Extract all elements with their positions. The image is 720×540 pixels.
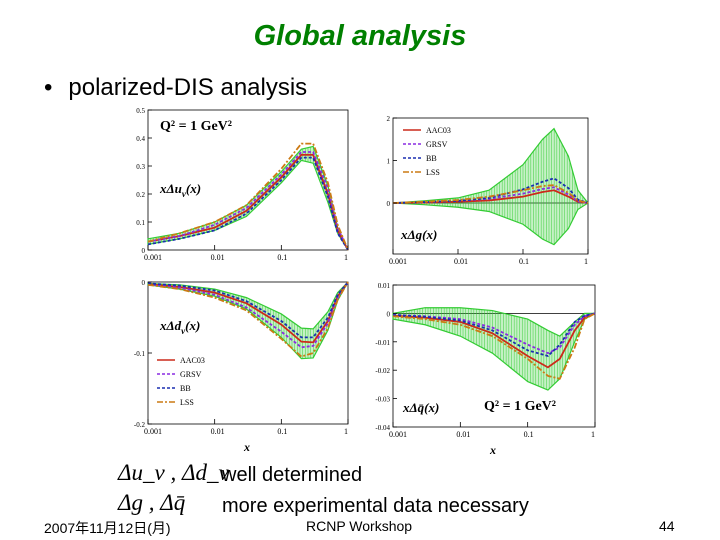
panel-top-left-series-grsv xyxy=(147,151,349,251)
panel-bottom-left-ytick-label: 0 xyxy=(142,279,146,287)
panel-top-right-ytick-label: 2 xyxy=(387,115,391,123)
panel-top-left-series-lss xyxy=(147,142,349,251)
footer-date: 2007年11月12日(月) xyxy=(44,520,171,536)
panel-bottom-left-legend-label-grsv: GRSV xyxy=(180,370,202,379)
formula-block: Δu_v , Δd_v Δg , Δq̄ xyxy=(118,458,229,518)
footer-center: RCNP Workshop xyxy=(306,518,413,534)
panel-bottom-right-ytick-label: -0.04 xyxy=(375,424,390,432)
formula-valence: Δu_v , Δd_v xyxy=(118,460,229,485)
panel-top-left-xtick-label: 0.01 xyxy=(211,253,225,262)
panel-bottom-left-legend-label-aac03: AAC03 xyxy=(180,356,205,365)
panel-top-right-series-bb xyxy=(392,177,589,204)
panel-bottom-left-xtick-label: 1 xyxy=(344,427,348,436)
panel-bottom-left-legend-label-lss: LSS xyxy=(180,398,194,407)
panel-bottom-right-label: xΔq̄(x) xyxy=(402,400,439,415)
panel-top-left-series-bb xyxy=(147,156,349,251)
panel-top-left-ytick-label: 0.2 xyxy=(136,191,145,199)
panel-bottom-right-annotation: Q² = 1 GeV² xyxy=(484,399,556,414)
notes-block: well determined more experimental data n… xyxy=(222,460,529,522)
panel-bottom-left-legend-label-bb: BB xyxy=(180,384,191,393)
panel-bottom-left-series-grsv xyxy=(147,281,349,349)
panel-top-left-ytick-label: 0 xyxy=(142,247,146,255)
panel-bottom-right-series-bb xyxy=(392,312,596,358)
panel-bottom-right-ytick-label: -0.03 xyxy=(375,396,390,404)
panel-top-right-frame xyxy=(392,117,589,255)
panel-top-right-legend-label-aac03: AAC03 xyxy=(426,126,451,135)
panel-bottom-left-ytick-label: -0.1 xyxy=(134,350,146,358)
panel-bottom-right-xtick-label: 0.01 xyxy=(456,430,470,439)
panel-bottom-right-xtick-label: 0.001 xyxy=(389,430,407,439)
panel-top-right-legend-label-lss: LSS xyxy=(426,168,440,177)
note-well-determined: well determined xyxy=(222,464,363,486)
panel-top-right-xtick-label: 1 xyxy=(584,257,588,266)
panel-bottom-right-series-lss xyxy=(392,312,596,380)
panel-top-right-legend-label-grsv: GRSV xyxy=(426,140,448,149)
note-more-data: more experimental data necessary xyxy=(222,495,529,517)
panel-bottom-left-series-lss xyxy=(147,281,349,358)
panel-top-left-xtick-label: 0.1 xyxy=(277,253,287,262)
panel-top-left-ytick-label: 0.4 xyxy=(136,135,145,143)
panel-bottom-left-series-bb xyxy=(147,281,349,339)
panel-top-right-ytick-label: 1 xyxy=(387,158,391,166)
panel-bottom-right-series-aac03 xyxy=(392,312,596,369)
panel-top-right-label: xΔg(x) xyxy=(400,227,437,242)
bullet-item: • polarized-DIS analysis xyxy=(44,74,307,102)
page-number: 44 xyxy=(659,518,675,534)
panel-bottom-right-ytick-label: 0.01 xyxy=(378,282,391,290)
formula-gluon-sea: Δg , Δq̄ xyxy=(118,490,186,515)
panel-top-left-frame xyxy=(147,109,349,251)
panel-bottom-left-xtick-label: 0.01 xyxy=(211,427,225,436)
panel-top-right-xtick-label: 0.001 xyxy=(389,257,407,266)
bullet-text: polarized-DIS analysis xyxy=(68,74,308,101)
panel-bottom-right-series-grsv xyxy=(392,312,596,355)
panel-top-right-xtick-label: 0.1 xyxy=(519,257,529,266)
panel-top-right-series-grsv xyxy=(392,186,589,204)
panel-top-left-annotation: Q² = 1 GeV² xyxy=(160,119,232,134)
panel-top-right-ytick-label: 0 xyxy=(387,200,391,208)
panel-top-right-legend-label-bb: BB xyxy=(426,154,437,163)
slide-title: Global analysis xyxy=(253,20,467,52)
panel-top-right-series-aac03 xyxy=(392,189,589,204)
panel-top-right-xtick-label: 0.01 xyxy=(454,257,468,266)
panel-bottom-right-ytick-label: -0.02 xyxy=(375,367,390,375)
panel-top-left-xtick-label: 0.001 xyxy=(144,253,162,262)
panel-top-right-series-lss xyxy=(392,184,589,204)
panel-bottom-right-ytick-label: 0 xyxy=(387,310,391,318)
panel-bottom-left-xtick-label: 0.001 xyxy=(144,427,162,436)
panel-top-left-xtick-label: 1 xyxy=(344,253,348,262)
panel-top-left-ytick-label: 0.1 xyxy=(136,219,145,227)
panel-bottom-left-xtick-label: 0.1 xyxy=(277,427,287,436)
panel-bottom-left-series-aac03 xyxy=(147,281,349,344)
panel-top-left-ytick-label: 0.3 xyxy=(136,163,145,171)
panel-top-left-ytick-label: 0.5 xyxy=(136,107,145,115)
panel-bottom-right-frame xyxy=(392,284,596,428)
panel-bottom-left-label: xΔdv(x) xyxy=(159,318,200,336)
panel-bottom-left-xlabel: x xyxy=(243,440,250,454)
panel-bottom-right-xlabel: x xyxy=(489,443,496,457)
panel-bottom-right-xtick-label: 1 xyxy=(591,430,595,439)
panel-bottom-left-ytick-label: -0.2 xyxy=(134,421,146,429)
panel-bottom-right-xtick-label: 0.1 xyxy=(524,430,534,439)
bullet-dot-icon: • xyxy=(44,74,53,101)
panel-bottom-right-ytick-label: -0.01 xyxy=(375,339,390,347)
panel-top-left-label: xΔuv(x) xyxy=(159,181,201,199)
